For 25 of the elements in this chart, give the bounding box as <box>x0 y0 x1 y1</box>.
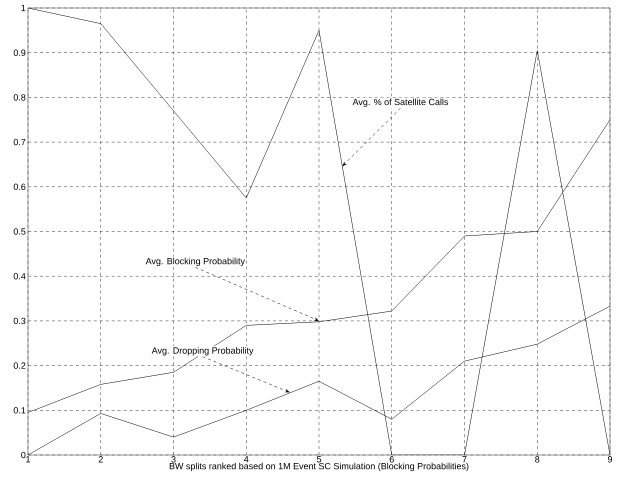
x-tick-label: 4 <box>244 456 248 462</box>
annotation: Avg. Dropping Probability <box>152 347 254 356</box>
x-tick-label: 9 <box>608 456 612 463</box>
x-tick-label: 7 <box>462 456 467 462</box>
y-tick-label: 0.2 <box>14 362 26 369</box>
x-tick-label: 8 <box>535 456 540 463</box>
x-tick-label: 1 <box>26 456 30 462</box>
y-tick-label: 0.6 <box>14 184 26 190</box>
y-tick-label: 0.8 <box>14 94 26 101</box>
x-tick-label: 6 <box>390 456 394 463</box>
y-tick-label: 0.7 <box>14 138 26 146</box>
y-tick-label: 0.3 <box>14 318 26 324</box>
annotation: Avg. % of Satellite Calls <box>352 98 448 107</box>
x-tick-label: 3 <box>171 456 176 463</box>
x-tick-label: 2 <box>98 456 103 462</box>
y-tick-label: 0.1 <box>14 407 26 414</box>
y-tick-label: 0.5 <box>14 228 26 235</box>
y-tick-label: 0.9 <box>14 50 26 56</box>
annotation: Avg. Blocking Probability <box>146 258 245 266</box>
line-series <box>28 8 610 455</box>
y-tick-label: 0.4 <box>14 273 26 280</box>
y-tick-label: 1 <box>22 4 26 12</box>
x-axis-title: BW splits ranked based on 1M Event SC Simulation (Blocking Probabilities) <box>170 462 468 472</box>
y-tick-label: 0 <box>21 452 26 458</box>
x-tick-label: 5 <box>316 456 322 462</box>
